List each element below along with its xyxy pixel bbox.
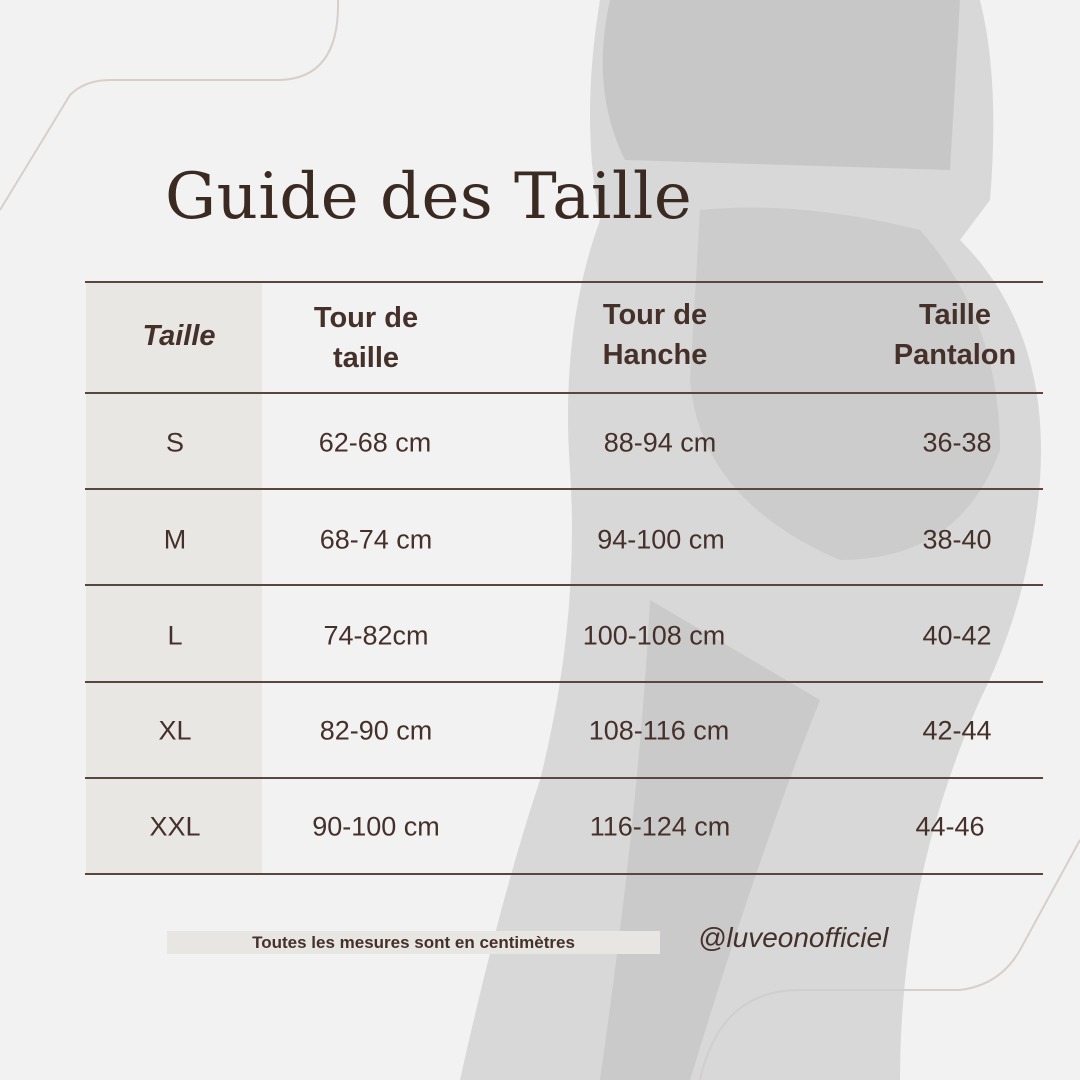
column-header: Tour de taille (314, 298, 418, 378)
table-cell: 100-108 cm (582, 620, 726, 651)
table-cell: L (167, 620, 183, 651)
table-cell: XL (158, 715, 192, 746)
table-cell: 44-46 (915, 811, 985, 842)
table-cell: 38-40 (922, 524, 992, 555)
table-cell: 62-68 cm (318, 427, 432, 458)
divider (85, 584, 1043, 586)
table-cell: 88-94 cm (603, 427, 717, 458)
divider (85, 777, 1043, 779)
size-column-shade (86, 282, 262, 873)
table-cell: 82-90 cm (319, 715, 433, 746)
header-line: Pantalon (893, 339, 1017, 371)
table-cell: 42-44 (922, 715, 992, 746)
column-header: Taille Pantalon (894, 295, 1016, 375)
divider (85, 392, 1043, 394)
header-line: Taille (919, 299, 991, 331)
table-cell: 40-42 (922, 620, 992, 651)
divider (85, 681, 1043, 683)
table-cell: 108-116 cm (588, 715, 730, 746)
column-header: Tour de Hanche (603, 295, 708, 375)
measurement-note: Toutes les mesures sont en centimètres (167, 931, 660, 954)
table-cell: 74-82cm (323, 620, 429, 651)
divider (85, 281, 1043, 283)
divider (85, 873, 1043, 875)
page-title: Guide des Taille (165, 160, 693, 234)
header-line: Taille (142, 320, 216, 352)
table-cell: S (165, 427, 185, 458)
table-cell: 94-100 cm (597, 524, 725, 555)
table-cell: XXL (149, 811, 201, 842)
header-line: Tour de (313, 302, 419, 334)
table-cell: 68-74 cm (319, 524, 433, 555)
social-handle: @luveonofficiel (698, 922, 889, 953)
header-line: taille (332, 342, 400, 374)
table-cell: 90-100 cm (312, 811, 440, 842)
table-cell: 116-124 cm (589, 811, 731, 842)
header-line: Tour de (602, 299, 708, 331)
column-header: Taille (142, 316, 215, 356)
header-line: Hanche (602, 339, 708, 371)
table-cell: 36-38 (922, 427, 992, 458)
divider (85, 488, 1043, 490)
table-cell: M (163, 524, 187, 555)
